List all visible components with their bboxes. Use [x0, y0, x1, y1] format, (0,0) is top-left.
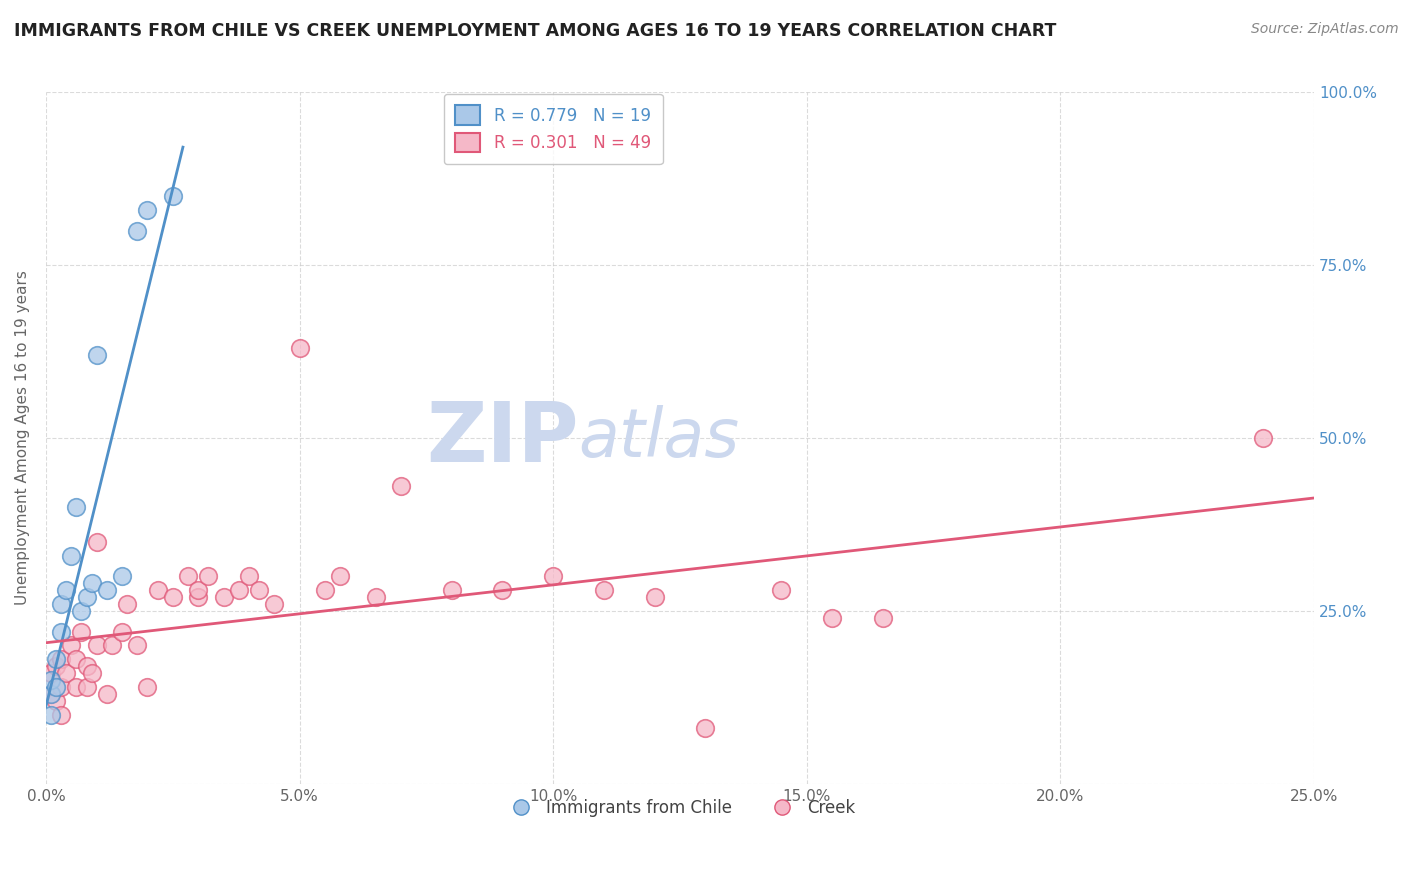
Point — [593, 583, 616, 598]
Point — [770, 583, 793, 598]
Point — [96, 583, 118, 598]
Point — [389, 479, 412, 493]
Point — [491, 583, 513, 598]
Y-axis label: Unemployment Among Ages 16 to 19 years: Unemployment Among Ages 16 to 19 years — [15, 270, 30, 606]
Point — [314, 583, 336, 598]
Point — [146, 583, 169, 598]
Point — [51, 707, 73, 722]
Point — [329, 569, 352, 583]
Text: Source: ZipAtlas.com: Source: ZipAtlas.com — [1251, 22, 1399, 37]
Point — [440, 583, 463, 598]
Point — [127, 639, 149, 653]
Point — [39, 707, 62, 722]
Point — [76, 659, 98, 673]
Point — [212, 590, 235, 604]
Point — [177, 569, 200, 583]
Point — [70, 624, 93, 639]
Text: atlas: atlas — [579, 405, 740, 471]
Point — [39, 673, 62, 687]
Point — [55, 666, 77, 681]
Point — [541, 569, 564, 583]
Point — [187, 590, 209, 604]
Point — [86, 639, 108, 653]
Legend: Immigrants from Chile, Creek: Immigrants from Chile, Creek — [498, 792, 862, 824]
Point — [80, 666, 103, 681]
Point — [65, 500, 87, 515]
Point — [39, 687, 62, 701]
Text: ZIP: ZIP — [426, 398, 579, 478]
Point — [45, 652, 67, 666]
Point — [55, 583, 77, 598]
Point — [51, 652, 73, 666]
Point — [821, 611, 844, 625]
Text: IMMIGRANTS FROM CHILE VS CREEK UNEMPLOYMENT AMONG AGES 16 TO 19 YEARS CORRELATIO: IMMIGRANTS FROM CHILE VS CREEK UNEMPLOYM… — [14, 22, 1056, 40]
Point — [238, 569, 260, 583]
Point — [136, 202, 159, 217]
Point — [263, 597, 285, 611]
Point — [111, 624, 134, 639]
Point — [51, 597, 73, 611]
Point — [364, 590, 387, 604]
Point — [1253, 431, 1275, 445]
Point — [45, 694, 67, 708]
Point — [45, 680, 67, 694]
Point — [65, 680, 87, 694]
Point — [51, 624, 73, 639]
Point — [872, 611, 894, 625]
Point — [101, 639, 124, 653]
Point — [60, 549, 83, 563]
Point — [197, 569, 219, 583]
Point — [162, 189, 184, 203]
Point — [115, 597, 138, 611]
Point — [51, 680, 73, 694]
Point — [644, 590, 666, 604]
Point — [86, 534, 108, 549]
Point — [162, 590, 184, 604]
Point — [76, 680, 98, 694]
Point — [45, 659, 67, 673]
Point — [39, 666, 62, 681]
Point — [80, 576, 103, 591]
Point — [247, 583, 270, 598]
Point — [86, 348, 108, 362]
Point — [111, 569, 134, 583]
Point — [96, 687, 118, 701]
Point — [76, 590, 98, 604]
Point — [127, 224, 149, 238]
Point — [65, 652, 87, 666]
Point — [288, 341, 311, 355]
Point — [187, 583, 209, 598]
Point — [60, 639, 83, 653]
Point — [136, 680, 159, 694]
Point — [39, 687, 62, 701]
Point — [228, 583, 250, 598]
Point — [70, 604, 93, 618]
Point — [695, 722, 717, 736]
